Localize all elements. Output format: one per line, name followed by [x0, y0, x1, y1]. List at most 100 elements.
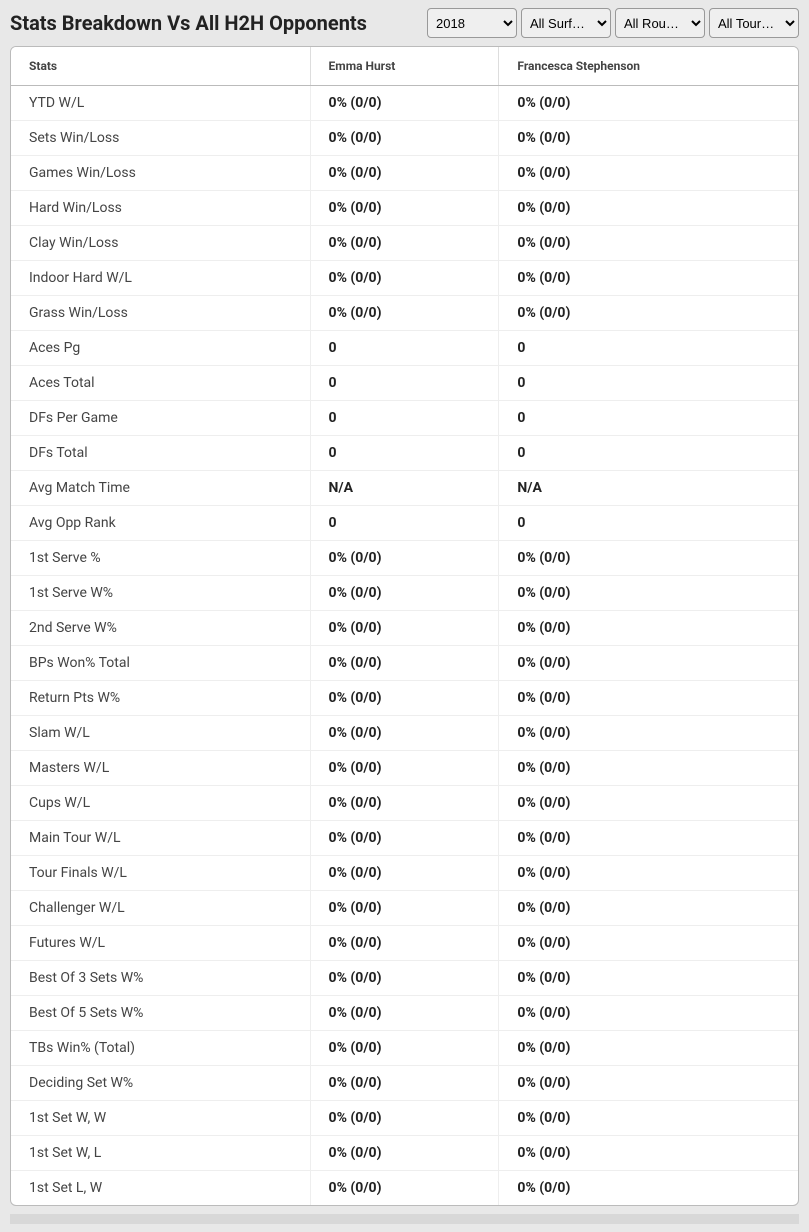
table-row: Masters W/L0% (0/0)0% (0/0)	[11, 751, 798, 786]
stat-p2-value: 0% (0/0)	[499, 646, 798, 681]
stat-p1-value: 0	[310, 366, 499, 401]
stat-label: 1st Set W, W	[11, 1101, 310, 1136]
round-filter[interactable]: All Rou…	[615, 8, 705, 38]
table-row: Hard Win/Loss0% (0/0)0% (0/0)	[11, 191, 798, 226]
table-row: 2nd Serve W%0% (0/0)0% (0/0)	[11, 611, 798, 646]
stat-p1-value: 0% (0/0)	[310, 541, 499, 576]
stat-p1-value: 0% (0/0)	[310, 646, 499, 681]
table-row: Avg Match TimeN/AN/A	[11, 471, 798, 506]
table-row: 1st Set W, W0% (0/0)0% (0/0)	[11, 1101, 798, 1136]
table-row: Deciding Set W%0% (0/0)0% (0/0)	[11, 1066, 798, 1101]
stat-p2-value: 0% (0/0)	[499, 961, 798, 996]
stat-label: 2nd Serve W%	[11, 611, 310, 646]
col-header-stats: Stats	[11, 47, 310, 86]
stat-p2-value: 0% (0/0)	[499, 1066, 798, 1101]
tournament-filter[interactable]: All Tour…	[709, 8, 799, 38]
stat-p2-value: 0% (0/0)	[499, 751, 798, 786]
stat-p2-value: 0% (0/0)	[499, 996, 798, 1031]
stat-p1-value: 0% (0/0)	[310, 296, 499, 331]
stat-p1-value: 0% (0/0)	[310, 1066, 499, 1101]
stat-p1-value: 0% (0/0)	[310, 961, 499, 996]
stat-p2-value: 0% (0/0)	[499, 86, 798, 121]
stat-label: Masters W/L	[11, 751, 310, 786]
stat-label: Best Of 5 Sets W%	[11, 996, 310, 1031]
stats-table: Stats Emma Hurst Francesca Stephenson YT…	[11, 47, 798, 1205]
stat-label: Sets Win/Loss	[11, 121, 310, 156]
table-row: 1st Serve %0% (0/0)0% (0/0)	[11, 541, 798, 576]
table-row: YTD W/L0% (0/0)0% (0/0)	[11, 86, 798, 121]
table-row: 1st Serve W%0% (0/0)0% (0/0)	[11, 576, 798, 611]
stat-p1-value: 0	[310, 436, 499, 471]
page-title: Stats Breakdown Vs All H2H Opponents	[10, 11, 367, 35]
stat-p1-value: 0	[310, 506, 499, 541]
stat-p2-value: 0% (0/0)	[499, 1101, 798, 1136]
stat-p2-value: 0% (0/0)	[499, 1171, 798, 1206]
stat-label: Avg Opp Rank	[11, 506, 310, 541]
stat-p2-value: 0% (0/0)	[499, 296, 798, 331]
stat-p2-value: 0% (0/0)	[499, 156, 798, 191]
stat-label: Slam W/L	[11, 716, 310, 751]
stat-p2-value: 0% (0/0)	[499, 681, 798, 716]
stat-p1-value: 0	[310, 401, 499, 436]
table-row: Games Win/Loss0% (0/0)0% (0/0)	[11, 156, 798, 191]
stat-p2-value: 0% (0/0)	[499, 1031, 798, 1066]
stat-p1-value: 0% (0/0)	[310, 226, 499, 261]
stat-label: Cups W/L	[11, 786, 310, 821]
stat-p2-value: 0% (0/0)	[499, 891, 798, 926]
stat-p1-value: 0% (0/0)	[310, 1101, 499, 1136]
stat-label: Clay Win/Loss	[11, 226, 310, 261]
stat-p2-value: 0% (0/0)	[499, 576, 798, 611]
table-row: 1st Set L, W0% (0/0)0% (0/0)	[11, 1171, 798, 1206]
stat-p2-value: 0% (0/0)	[499, 716, 798, 751]
stat-p1-value: 0% (0/0)	[310, 856, 499, 891]
table-row: DFs Total00	[11, 436, 798, 471]
stat-label: Indoor Hard W/L	[11, 261, 310, 296]
table-row: Cups W/L0% (0/0)0% (0/0)	[11, 786, 798, 821]
stat-label: Aces Pg	[11, 331, 310, 366]
table-row: Grass Win/Loss0% (0/0)0% (0/0)	[11, 296, 798, 331]
stat-label: YTD W/L	[11, 86, 310, 121]
stat-label: Challenger W/L	[11, 891, 310, 926]
stat-label: BPs Won% Total	[11, 646, 310, 681]
stat-p2-value: 0% (0/0)	[499, 821, 798, 856]
surface-filter[interactable]: All Surf…	[521, 8, 611, 38]
stat-p1-value: 0% (0/0)	[310, 891, 499, 926]
table-row: Tour Finals W/L0% (0/0)0% (0/0)	[11, 856, 798, 891]
table-row: Sets Win/Loss0% (0/0)0% (0/0)	[11, 121, 798, 156]
stat-p1-value: 0% (0/0)	[310, 821, 499, 856]
stat-p1-value: 0% (0/0)	[310, 156, 499, 191]
stat-p1-value: 0% (0/0)	[310, 121, 499, 156]
stat-label: Hard Win/Loss	[11, 191, 310, 226]
stat-p1-value: 0% (0/0)	[310, 191, 499, 226]
stat-p1-value: 0% (0/0)	[310, 786, 499, 821]
stat-label: Best Of 3 Sets W%	[11, 961, 310, 996]
stat-p2-value: 0% (0/0)	[499, 786, 798, 821]
filters-group: 2018 All Surf… All Rou… All Tour…	[427, 8, 799, 38]
stat-p1-value: 0% (0/0)	[310, 576, 499, 611]
table-row: Aces Total00	[11, 366, 798, 401]
table-row: Return Pts W%0% (0/0)0% (0/0)	[11, 681, 798, 716]
stat-label: Grass Win/Loss	[11, 296, 310, 331]
stat-label: Return Pts W%	[11, 681, 310, 716]
table-row: Slam W/L0% (0/0)0% (0/0)	[11, 716, 798, 751]
table-row: Main Tour W/L0% (0/0)0% (0/0)	[11, 821, 798, 856]
stat-label: Main Tour W/L	[11, 821, 310, 856]
stat-p2-value: 0	[499, 436, 798, 471]
stat-p2-value: 0% (0/0)	[499, 1136, 798, 1171]
stat-label: Games Win/Loss	[11, 156, 310, 191]
stat-p2-value: 0% (0/0)	[499, 611, 798, 646]
stat-p2-value: 0	[499, 506, 798, 541]
stat-label: 1st Serve W%	[11, 576, 310, 611]
stat-p2-value: 0	[499, 366, 798, 401]
stat-p2-value: 0% (0/0)	[499, 121, 798, 156]
stat-p1-value: 0% (0/0)	[310, 261, 499, 296]
stat-p1-value: 0% (0/0)	[310, 751, 499, 786]
stat-label: Aces Total	[11, 366, 310, 401]
col-header-player2: Francesca Stephenson	[499, 47, 798, 86]
stat-p2-value: N/A	[499, 471, 798, 506]
stat-p2-value: 0% (0/0)	[499, 261, 798, 296]
year-filter[interactable]: 2018	[427, 8, 517, 38]
stat-p1-value: 0% (0/0)	[310, 1031, 499, 1066]
stat-label: Futures W/L	[11, 926, 310, 961]
stat-p2-value: 0% (0/0)	[499, 541, 798, 576]
